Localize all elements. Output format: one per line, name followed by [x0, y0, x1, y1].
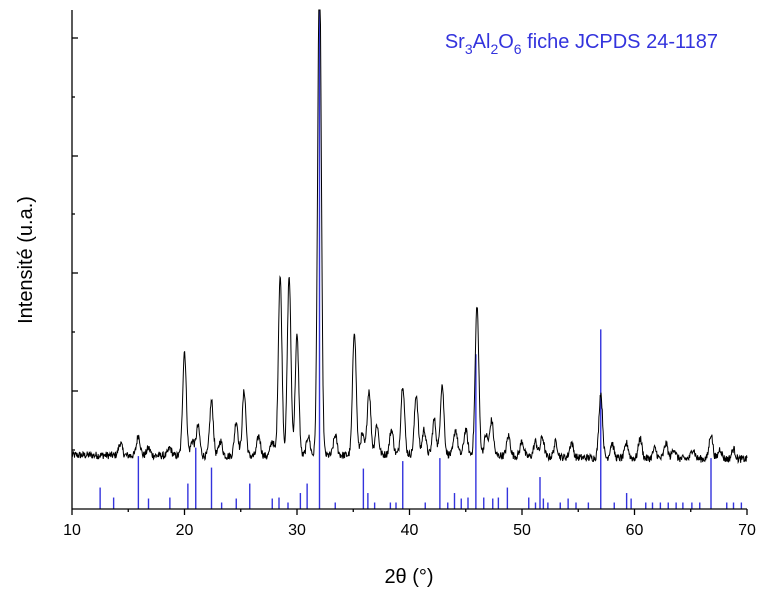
y-axis-label: Intensité (u.a.)	[15, 196, 37, 324]
x-tick-label: 40	[401, 522, 419, 539]
x-tick-label: 30	[288, 522, 306, 539]
x-tick-labels: 10 20 30 40 50 60 70	[63, 522, 756, 539]
legend-al: Al	[473, 31, 491, 53]
reference-pattern	[99, 10, 743, 509]
legend-o: O	[498, 31, 514, 53]
legend-suffix: fiche JCPDS 24-1187	[522, 31, 718, 53]
x-tick-label: 20	[176, 522, 194, 539]
legend-base: Sr	[445, 31, 465, 53]
legend-sub-2: 2	[490, 41, 498, 57]
legend-text: Sr3Al2O6 fiche JCPDS 24-1187	[445, 31, 718, 57]
axes	[71, 10, 748, 515]
legend-sub-1: 3	[465, 41, 473, 57]
x-tick-label: 50	[513, 522, 531, 539]
x-axis-label: 2θ (°)	[384, 566, 433, 588]
xrd-pattern-line	[71, 9, 748, 465]
x-tick-label: 10	[63, 522, 81, 539]
legend-sub-3: 6	[514, 41, 522, 57]
x-tick-label: 70	[738, 522, 756, 539]
x-tick-label: 60	[626, 522, 644, 539]
